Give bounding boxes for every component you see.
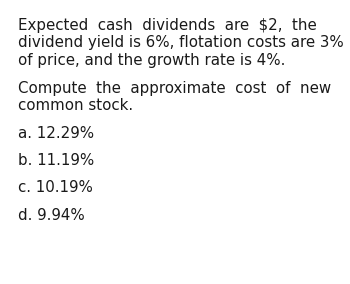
Text: common stock.: common stock.: [18, 98, 133, 113]
Text: b. 11.19%: b. 11.19%: [18, 153, 94, 168]
Text: a. 12.29%: a. 12.29%: [18, 126, 94, 141]
Text: c. 10.19%: c. 10.19%: [18, 181, 93, 195]
Text: Expected  cash  dividends  are  $2,  the: Expected cash dividends are $2, the: [18, 18, 317, 33]
Text: of price, and the growth rate is 4%.: of price, and the growth rate is 4%.: [18, 53, 285, 68]
Text: Compute  the  approximate  cost  of  new: Compute the approximate cost of new: [18, 80, 331, 95]
Text: d. 9.94%: d. 9.94%: [18, 208, 85, 223]
Text: dividend yield is 6%, flotation costs are 3%: dividend yield is 6%, flotation costs ar…: [18, 36, 344, 51]
